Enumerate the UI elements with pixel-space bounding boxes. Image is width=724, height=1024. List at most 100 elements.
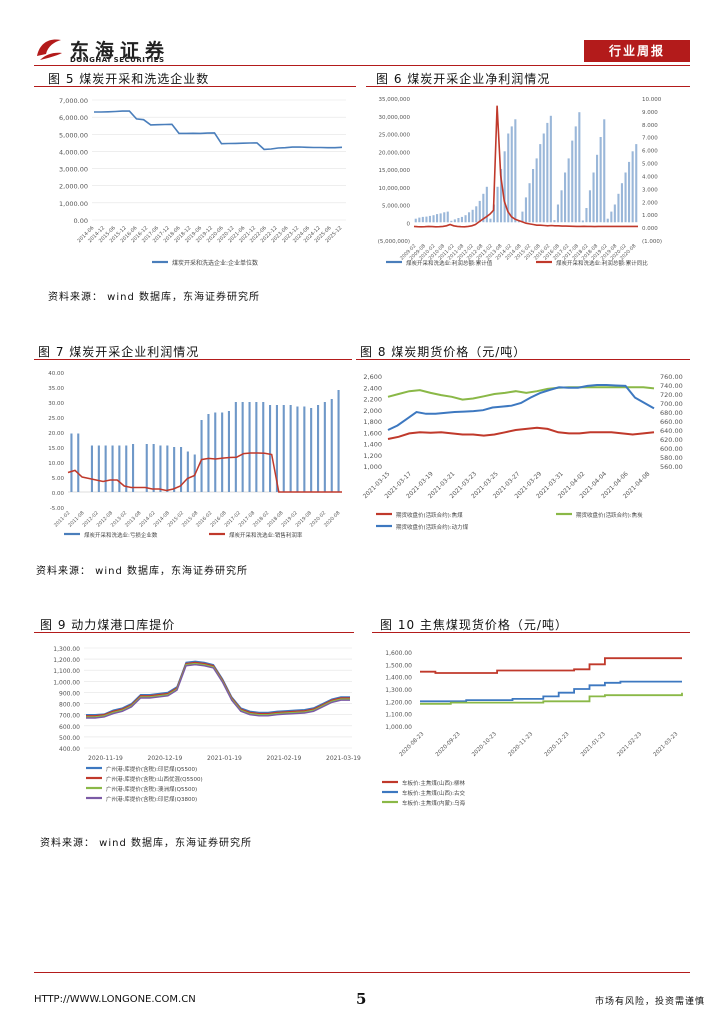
fig7-ytick: 0.00 xyxy=(52,491,65,497)
fig5-ytick: 6,000.00 xyxy=(59,114,88,122)
fig10-title: 图 10 主焦煤现货价格（元/吨） xyxy=(380,618,568,632)
fig10-ytick: 1,100.00 xyxy=(385,712,412,719)
fig7-bar xyxy=(296,406,299,492)
fig7-bar xyxy=(317,405,320,492)
fig6-bar xyxy=(613,204,616,223)
fig6-left-ytick: (5,000,000) xyxy=(378,239,410,245)
fig7-bar xyxy=(337,390,340,492)
fig6-bar xyxy=(510,126,513,223)
fig6-bar xyxy=(596,154,599,223)
fig6-right-ytick: 5.000 xyxy=(642,162,658,168)
fig9-series-line xyxy=(86,660,350,716)
fig9-legend-label: 广州港:库提价(含税):澳洲煤(Q5500) xyxy=(106,785,197,793)
fig10-series-line xyxy=(420,692,683,705)
fig7-ytick: 35.00 xyxy=(48,386,64,392)
fig6-legend-label: 煤炭开采和洗选业:利润总额:累计值 xyxy=(406,259,493,267)
fig6-bar xyxy=(553,220,556,223)
fig5-title-rule xyxy=(34,86,356,87)
fig6-bar xyxy=(457,218,460,223)
fig9-xtick: 2020-12-19 xyxy=(148,755,183,762)
fig6-right-ytick: 6.000 xyxy=(642,149,658,155)
fig6-bar xyxy=(443,212,446,223)
fig5-legend-label: 煤炭开采和洗选企业:企业单位数 xyxy=(172,259,258,267)
fig10-ytick: 1,400.00 xyxy=(385,675,412,682)
fig6-bar xyxy=(581,220,584,223)
fig5-series-line xyxy=(94,110,343,151)
fig7-bar xyxy=(255,402,258,492)
fig7-bar xyxy=(275,405,278,492)
fig6-bar xyxy=(620,183,623,223)
fig6-right-ytick: 2.000 xyxy=(642,200,658,206)
fig5-title: 图 5 煤炭开采和洗选企业数 xyxy=(48,72,210,86)
fig7-bar xyxy=(104,445,107,492)
footer-divider xyxy=(34,972,690,973)
fig9-ytick: 600.00 xyxy=(59,724,80,731)
fig7-bar xyxy=(132,444,135,492)
fig10-ytick: 1,300.00 xyxy=(385,687,412,694)
fig10-legend-label: 车板价:主焦煤(山西):古交 xyxy=(402,789,465,797)
fig6-bar xyxy=(514,119,517,223)
fig6-bar xyxy=(528,183,531,223)
fig8-left-ytick: 1,200 xyxy=(363,452,382,460)
fig6-bar xyxy=(606,218,609,223)
fig6-bar xyxy=(635,144,638,223)
fig6-bar xyxy=(418,217,421,223)
fig7-ytick: 15.00 xyxy=(48,446,64,452)
fig6-bar xyxy=(464,215,467,223)
fig7-bar xyxy=(152,444,155,492)
fig8-right-ytick: 560.00 xyxy=(660,463,683,471)
fig7-bar xyxy=(111,445,114,492)
fig7-bar xyxy=(207,414,210,492)
fig10-xtick: 2020-09-23 xyxy=(435,731,462,758)
fig7-chart: 40.00 35.00 30.00 25.00 20.00 15.00 10.00 5.00 0… xyxy=(48,371,342,539)
fig6-bar xyxy=(556,204,559,223)
fig8-legend-label: 期货收盘价(活跃合约):动力煤 xyxy=(396,523,469,531)
fig6-bar xyxy=(450,220,453,223)
fig6-bar xyxy=(485,186,488,223)
fig10-legend-label: 车板价:主焦煤(山西):柳林 xyxy=(402,779,465,787)
fig8-left-ytick: 1,600 xyxy=(363,429,382,437)
fig5-ytick: 2,000.00 xyxy=(59,183,88,191)
fig9-title: 图 9 动力煤港口库提价 xyxy=(40,618,176,632)
fig7-legend-label: 煤炭开采和洗选业:亏损企业数 xyxy=(84,531,158,539)
fig6-bar xyxy=(475,206,478,223)
fig8-left-ytick: 2,600 xyxy=(363,373,382,381)
fig7-bar xyxy=(186,451,189,492)
fig8-series-line xyxy=(387,386,655,401)
fig8-left-ytick: 1,000 xyxy=(363,463,382,471)
fig7-bar xyxy=(200,420,203,492)
fig9-ytick: 800.00 xyxy=(59,702,80,709)
fig6-bar xyxy=(549,115,552,223)
fig8-right-ytick: 680.00 xyxy=(660,409,683,417)
fig6-bar xyxy=(482,193,485,223)
fig10-xtick: 2020-08-23 xyxy=(399,731,426,758)
fig6-title: 图 6 煤炭开采企业净利润情况 xyxy=(376,72,551,86)
fig8-right-ytick: 740.00 xyxy=(660,382,683,390)
fig7-ytick: 40.00 xyxy=(48,371,64,377)
fig6-bar xyxy=(617,193,620,223)
fig9-ytick: 500.00 xyxy=(59,735,80,742)
fig6-bar xyxy=(471,209,474,223)
fig6-bar xyxy=(478,200,481,223)
fig5-ytick: 4,000.00 xyxy=(59,148,88,156)
fig6-bar xyxy=(507,133,510,223)
fig10-ytick: 1,200.00 xyxy=(385,699,412,706)
fig6-bar xyxy=(521,211,524,223)
logo-text-en: DONGHAI SECURITIES xyxy=(70,56,165,64)
footer-url[interactable]: HTTP://WWW.LONGONE.COM.CN xyxy=(34,994,196,1005)
fig8-right-ytick: 580.00 xyxy=(660,454,683,462)
fig6-bar xyxy=(631,151,634,223)
fig6-bar xyxy=(542,133,545,223)
fig8-left-ytick: 1,800 xyxy=(363,418,382,426)
fig6-bar xyxy=(524,197,527,223)
fig6-bar xyxy=(436,214,439,223)
fig10-chart: 1,600.00 1,500.00 1,400.00 1,300.00 1,200.00… xyxy=(382,650,683,807)
fig6-bar xyxy=(460,216,463,223)
fig7-legend-label: 煤炭开采和洗选业:销售利润率 xyxy=(229,531,303,539)
fig5-ytick: 1,000.00 xyxy=(59,200,88,208)
fig8-series-line xyxy=(387,426,655,440)
fig6-left-ytick: 0 xyxy=(407,221,411,227)
fig5-ytick: 5,000.00 xyxy=(59,131,88,139)
fig5-ytick: 3,000.00 xyxy=(59,166,88,174)
fig6-bar xyxy=(599,137,602,223)
